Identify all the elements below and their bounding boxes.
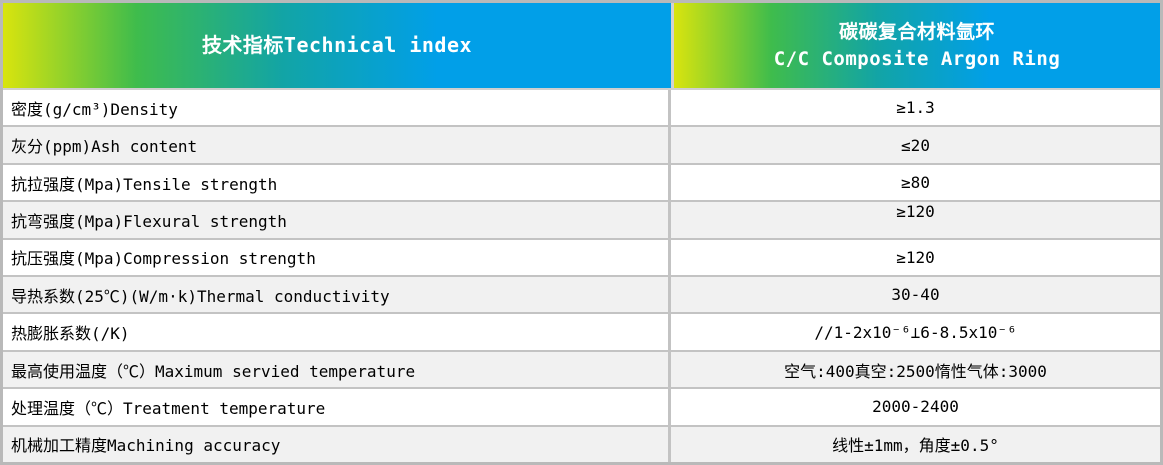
- row-value: ≥120: [896, 247, 935, 267]
- row-value: //1-2x10⁻⁶⊥6-8.5x10⁻⁶: [814, 322, 1017, 342]
- row-label: 抗拉强度(Mpa)Tensile strength: [3, 164, 671, 201]
- table-row-compression-strength: 抗压强度(Mpa)Compression strength ≥120: [3, 239, 1160, 278]
- row-label: 抗压强度(Mpa)Compression strength: [3, 239, 671, 276]
- row-value: 30-40: [891, 285, 940, 305]
- table-row-thermal-expansion: 热膨胀系数(/K) //1-2x10⁻⁶⊥6-8.5x10⁻⁶: [3, 314, 1160, 352]
- table-row-ash-content: 灰分(ppm)Ash content ≤20: [3, 127, 1160, 165]
- table-row-treatment-temperature: 处理温度（℃）Treatment temperature 2000-2400: [3, 389, 1160, 427]
- row-label: 导热系数(25℃)(W/m·k)Thermal conductivity: [3, 277, 671, 313]
- row-value: ≥80: [901, 173, 930, 193]
- row-label: 抗弯强度(Mpa)Flexural strength: [3, 202, 671, 238]
- row-label: 最高使用温度（℃）Maximum servied temperature: [3, 351, 671, 388]
- row-value: 线性±1mm，角度±0.5°: [832, 436, 999, 456]
- row-value: ≥1.3: [896, 98, 935, 118]
- table-row-machining-accuracy: 机械加工精度Machining accuracy 线性±1mm，角度±0.5°: [3, 426, 1160, 463]
- table-body: 密度(g/cm³)Density ≥1.3 灰分(ppm)Ash content…: [3, 90, 1160, 463]
- row-value: 2000-2400: [872, 397, 959, 417]
- row-value: ≥120: [896, 202, 935, 222]
- table-row-tensile-strength: 抗拉强度(Mpa)Tensile strength ≥80: [3, 164, 1160, 203]
- row-label: 处理温度（℃）Treatment temperature: [3, 389, 671, 425]
- header-technical-index: 技术指标Technical index: [3, 3, 671, 88]
- row-label: 密度(g/cm³)Density: [3, 90, 671, 126]
- table-row-thermal-conductivity: 导热系数(25℃)(W/m·k)Thermal conductivity 30-…: [3, 277, 1160, 315]
- row-value: 空气:400真空:2500惰性气体:3000: [784, 361, 1047, 381]
- table-row-density: 密度(g/cm³)Density ≥1.3: [3, 90, 1160, 128]
- header-cc-argon-ring: 碳碳复合材料氩环 C/C Composite Argon Ring: [674, 3, 1160, 88]
- table-row-max-service-temperature: 最高使用温度（℃）Maximum servied temperature 空气:…: [3, 351, 1160, 390]
- table-header-row: 技术指标Technical index 碳碳复合材料氩环 C/C Composi…: [3, 3, 1160, 90]
- row-label: 灰分(ppm)Ash content: [3, 127, 671, 163]
- header-column-divider: [671, 3, 674, 88]
- header-cc-argon-ring-en: C/C Composite Argon Ring: [773, 47, 1061, 70]
- table-row-flexural-strength: 抗弯强度(Mpa)Flexural strength ≥120: [3, 202, 1160, 240]
- row-label: 热膨胀系数(/K): [3, 314, 671, 350]
- row-label: 机械加工精度Machining accuracy: [3, 426, 671, 463]
- header-cc-argon-ring-cn: 碳碳复合材料氩环: [838, 20, 995, 43]
- row-value: ≤20: [901, 135, 930, 155]
